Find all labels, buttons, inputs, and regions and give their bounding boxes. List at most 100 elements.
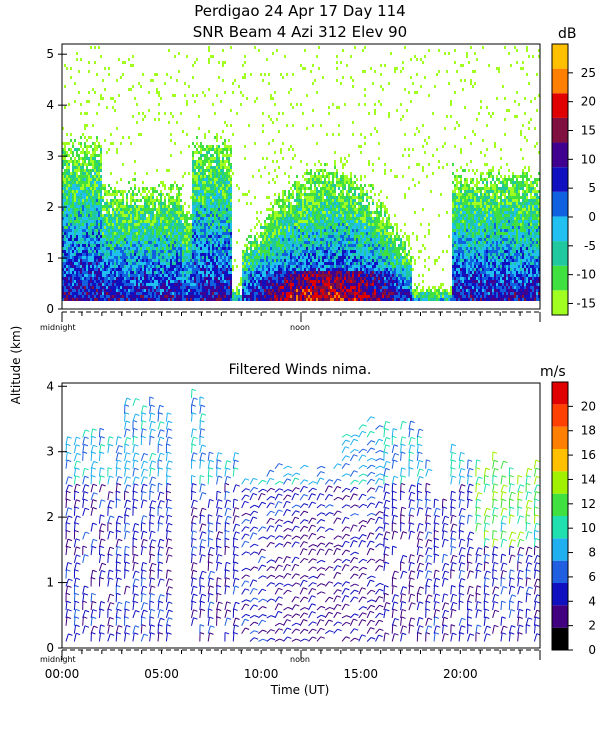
wind-barb: [66, 546, 67, 555]
wind-barb-flag: [527, 593, 531, 595]
wind-barb-flag: [535, 538, 539, 540]
wind-barb-flag: [486, 468, 490, 470]
wind-barb-flag: [91, 632, 95, 634]
wind-barb: [225, 618, 227, 626]
wind-barb: [526, 532, 528, 540]
wind-barb-flag: [510, 499, 514, 501]
wind-barb-flag: [511, 492, 515, 494]
wind-barb: [342, 463, 346, 468]
wind-barb: [409, 562, 411, 570]
wind-barb-flag: [512, 532, 516, 534]
wind-barb: [158, 516, 160, 524]
wind-barb: [74, 491, 75, 500]
wind-barb-flag: [426, 483, 430, 485]
wind-barb: [158, 523, 159, 532]
wind-barb-flag: [452, 460, 456, 462]
wind-barb-flag: [409, 468, 413, 470]
wind-barb: [401, 587, 403, 595]
wind-barb: [375, 466, 379, 469]
wind-barb-flag: [245, 501, 249, 503]
wind-barb-flag: [94, 461, 98, 463]
wind-barb: [292, 629, 296, 634]
wind-barb: [375, 605, 379, 610]
wind-barb-flag: [510, 484, 514, 486]
wind-barb: [350, 557, 354, 562]
wind-barb-flag: [271, 488, 275, 490]
wind-barb-flag: [125, 515, 129, 517]
wind-barb: [359, 607, 363, 610]
wind-barb: [426, 563, 428, 571]
wind-barb-flag: [451, 570, 455, 572]
wind-barb-flag: [296, 623, 300, 625]
wind-barb: [250, 615, 254, 617]
wind-barb-flag: [354, 487, 358, 489]
wind-barb: [493, 610, 495, 618]
wind-barb: [141, 491, 142, 500]
wind-barb-flag: [380, 544, 384, 546]
wind-barb: [426, 555, 428, 563]
wind-barb-flag: [444, 531, 448, 533]
wind-barb: [367, 417, 371, 422]
wind-barb: [225, 546, 226, 555]
wind-barb: [267, 496, 271, 500]
wind-barb-flag: [520, 547, 524, 549]
wind-barb-flag: [330, 607, 334, 609]
wind-barb-flag: [278, 502, 282, 504]
wind-barb: [375, 583, 379, 586]
wind-barb: [317, 494, 320, 501]
wind-barb-flag: [321, 628, 325, 630]
wind-barb-flag: [202, 445, 206, 447]
wind-barb-flag: [353, 525, 357, 527]
wind-barb-flag: [485, 617, 489, 619]
wind-barb-flag: [254, 544, 258, 546]
wind-barb: [125, 586, 127, 594]
wind-barb: [91, 601, 92, 610]
wind-barb: [325, 486, 328, 492]
wind-barb-flag: [313, 482, 317, 484]
wind-barb-flag: [371, 518, 375, 520]
wind-barb-flag: [296, 473, 300, 475]
wind-barb-flag: [402, 633, 406, 635]
wind-barb: [258, 589, 262, 594]
wind-barb-flag: [159, 633, 163, 635]
wind-barb: [442, 554, 443, 563]
wind-barb: [141, 531, 143, 539]
wind-barb-flag: [511, 586, 515, 588]
wind-barb-flag: [468, 617, 472, 619]
wind-barb-flag: [476, 468, 480, 470]
wind-barb-flag: [226, 491, 230, 493]
wind-barb-flag: [371, 513, 375, 515]
altitude-axis-label: Altitude (km): [9, 326, 23, 405]
wind-barb-flag: [151, 429, 155, 431]
wind-barb-flag: [160, 492, 164, 494]
wind-barb-flag: [125, 405, 129, 407]
wind-barb-flag: [100, 515, 104, 517]
wind-barb: [166, 593, 167, 602]
wind-barb: [233, 499, 234, 508]
wind-barb-flag: [321, 574, 325, 576]
wind-barb: [350, 505, 354, 508]
colorbar-tick-label: 10: [581, 521, 596, 535]
wind-barb-flag: [419, 602, 423, 604]
colorbar-cell: [552, 538, 568, 560]
wind-barb: [526, 555, 528, 563]
wind-barb: [267, 630, 271, 634]
wind-barb: [233, 578, 235, 586]
wind-barb: [283, 466, 287, 469]
wind-barb-flag: [337, 612, 341, 614]
wind-barb-flag: [337, 511, 341, 512]
wind-barb-flag: [362, 597, 366, 599]
wind-barb: [267, 638, 271, 641]
wind-barb-flag: [160, 437, 164, 439]
wind-barb-flag: [143, 516, 147, 518]
wind-barb: [309, 518, 313, 524]
wind-barb: [534, 563, 536, 571]
wind-barb: [250, 605, 254, 610]
wind-barb-flag: [411, 500, 415, 502]
wind-barb-flag: [127, 485, 131, 487]
wind-barb-flag: [118, 602, 122, 604]
wind-barb: [459, 452, 461, 460]
wind-barb-flag: [142, 413, 146, 415]
wind-barb-flag: [159, 562, 163, 564]
wind-barb-flag: [511, 555, 515, 557]
